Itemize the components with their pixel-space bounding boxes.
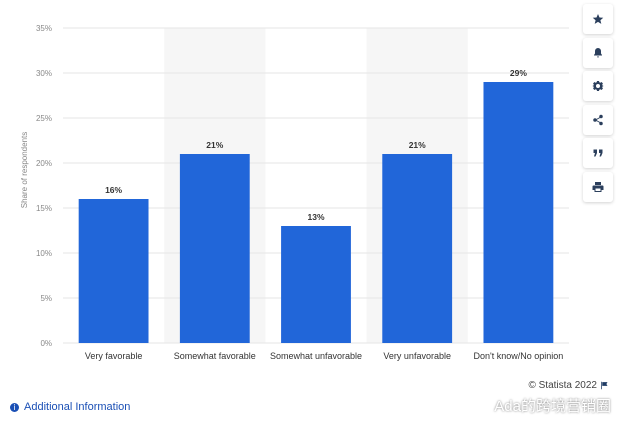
y-tick-label: 10% (36, 249, 52, 258)
y-tick-label: 0% (40, 339, 52, 348)
print-icon (592, 181, 604, 192)
notification-button[interactable] (583, 37, 613, 68)
settings-button[interactable] (583, 71, 613, 101)
y-tick-label: 5% (40, 294, 52, 303)
star-icon (592, 14, 604, 24)
wechat-icon (468, 396, 490, 413)
watermark: Ada的跨境营销圈 (468, 391, 611, 419)
bell-icon (594, 47, 602, 57)
y-tick-label: 15% (36, 204, 52, 213)
share-button[interactable] (583, 104, 613, 135)
y-axis-label: Share of respondents (20, 132, 29, 209)
y-tick-label: 25% (36, 114, 52, 123)
bar (281, 226, 351, 343)
y-axis-ticks: 0% 5% 10% 15% 20% 25% 30% 35% (36, 24, 52, 348)
x-axis-ticks: Very favorable Somewhat favorable Somewhat… (85, 351, 563, 361)
x-tick-label: Very favorable (85, 351, 143, 361)
data-label: 21% (409, 140, 426, 150)
y-tick-label: 35% (36, 24, 52, 33)
bar (179, 154, 250, 343)
y-tick-label: 20% (36, 159, 52, 168)
data-label: 29% (510, 68, 527, 78)
bar (483, 82, 554, 343)
data-labels: 16% 21% 13% 21% 29% (105, 68, 527, 222)
x-tick-label: Somewhat favorable (174, 351, 256, 361)
data-label: 13% (307, 212, 324, 222)
additional-information-link[interactable]: i Additional Information (10, 401, 130, 413)
bars (78, 82, 554, 343)
x-tick-label: Somewhat unfavorable (270, 351, 362, 361)
watermark-text: Ada的跨境营销圈 (494, 397, 611, 415)
additional-information-text: Additional Information (24, 401, 131, 413)
x-tick-label: Very unfavorable (383, 351, 451, 361)
flag-icon (601, 381, 608, 390)
side-toolbar (583, 4, 613, 205)
bar (78, 199, 149, 343)
bar (382, 154, 453, 343)
print-button[interactable] (583, 171, 613, 202)
copyright: © Statista 2022 (528, 380, 609, 391)
y-tick-label: 30% (36, 69, 52, 78)
data-label: 21% (206, 140, 223, 150)
share-icon (593, 114, 603, 125)
copyright-text: © Statista 2022 (528, 380, 597, 391)
favorite-button[interactable] (583, 4, 613, 34)
x-tick-label: Don't know/No opinion (474, 351, 564, 361)
data-label: 16% (105, 185, 122, 195)
gear-icon (592, 81, 604, 91)
quote-icon (593, 149, 603, 157)
bar-chart: 0% 5% 10% 15% 20% 25% 30% 35% Share of responde… (20, 24, 569, 361)
info-icon: i (10, 402, 19, 412)
cite-button[interactable] (583, 138, 613, 168)
